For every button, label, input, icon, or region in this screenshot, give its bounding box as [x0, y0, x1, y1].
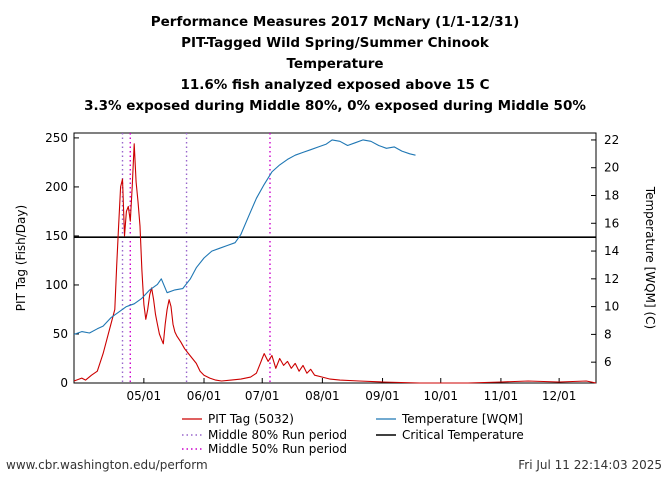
legend-critical-label: Critical Temperature [402, 428, 524, 442]
legend-middle-50-swatch [182, 448, 202, 450]
legend-middle-80-label: Middle 80% Run period [208, 428, 347, 442]
legend-pit-tag-label: PIT Tag (5032) [208, 412, 294, 426]
x-tick-label: 08/01 [305, 389, 340, 403]
y-left-tick-label: 50 [53, 327, 68, 341]
y-right-tick-label: 12 [604, 272, 619, 286]
x-tick-label: 09/01 [365, 389, 400, 403]
legend-middle-80: Middle 80% Run period [182, 428, 347, 442]
y-right-tick-label: 22 [604, 133, 619, 147]
y-right-tick-label: 20 [604, 161, 619, 175]
x-tick-label: 10/01 [423, 389, 458, 403]
legend-pit-tag-swatch [182, 418, 202, 420]
temperature-series-line [73, 139, 416, 335]
title-line-4: 11.6% fish analyzed exposed above 15 C [180, 77, 490, 93]
y-right-tick-label: 6 [604, 355, 612, 369]
y-left-tick-label: 150 [45, 229, 68, 243]
legend-temperature-label: Temperature [WQM] [402, 412, 523, 426]
legend-middle-50-label: Middle 50% Run period [208, 442, 347, 456]
footer-timestamp: Fri Jul 11 22:14:03 2025 [518, 458, 662, 472]
pit-tag-series-line [73, 143, 597, 384]
legend-temperature-swatch [376, 418, 396, 420]
y-right-tick-label: 10 [604, 300, 619, 314]
legend-pit-tag: PIT Tag (5032) [182, 412, 294, 426]
footer-url[interactable]: www.cbr.washington.edu/perform [6, 458, 208, 472]
y-left-axis-label: PIT Tag (Fish/Day) [14, 205, 28, 311]
y-right-tick-label: 18 [604, 189, 619, 203]
y-right-axis-label: Temperature [WQM] (C) [643, 186, 657, 329]
legend-middle-50: Middle 50% Run period [182, 442, 347, 456]
x-tick-label: 06/01 [187, 389, 222, 403]
x-tick-label: 11/01 [484, 389, 519, 403]
legend-critical-temperature: Critical Temperature [376, 428, 524, 442]
legend-critical-swatch [376, 434, 396, 436]
legend-temperature: Temperature [WQM] [376, 412, 523, 426]
y-left-tick-label: 200 [45, 180, 68, 194]
title-line-2: PIT-Tagged Wild Spring/Summer Chinook [181, 35, 489, 51]
x-tick-label: 12/01 [542, 389, 577, 403]
legend-middle-80-swatch [182, 434, 202, 436]
y-left-tick-label: 0 [60, 376, 68, 390]
title-line-5: 3.3% exposed during Middle 80%, 0% expos… [84, 98, 586, 114]
y-right-tick-label: 16 [604, 216, 619, 230]
y-left-tick-label: 100 [45, 278, 68, 292]
title-line-1: Performance Measures 2017 McNary (1/1-12… [150, 14, 520, 30]
y-right-tick-label: 8 [604, 327, 612, 341]
y-right-tick-label: 14 [604, 244, 619, 258]
y-left-tick-label: 250 [45, 131, 68, 145]
x-tick-label: 07/01 [245, 389, 280, 403]
plot-frame [73, 132, 597, 384]
x-tick-label: 05/01 [127, 389, 162, 403]
title-line-3: Temperature [286, 56, 384, 72]
